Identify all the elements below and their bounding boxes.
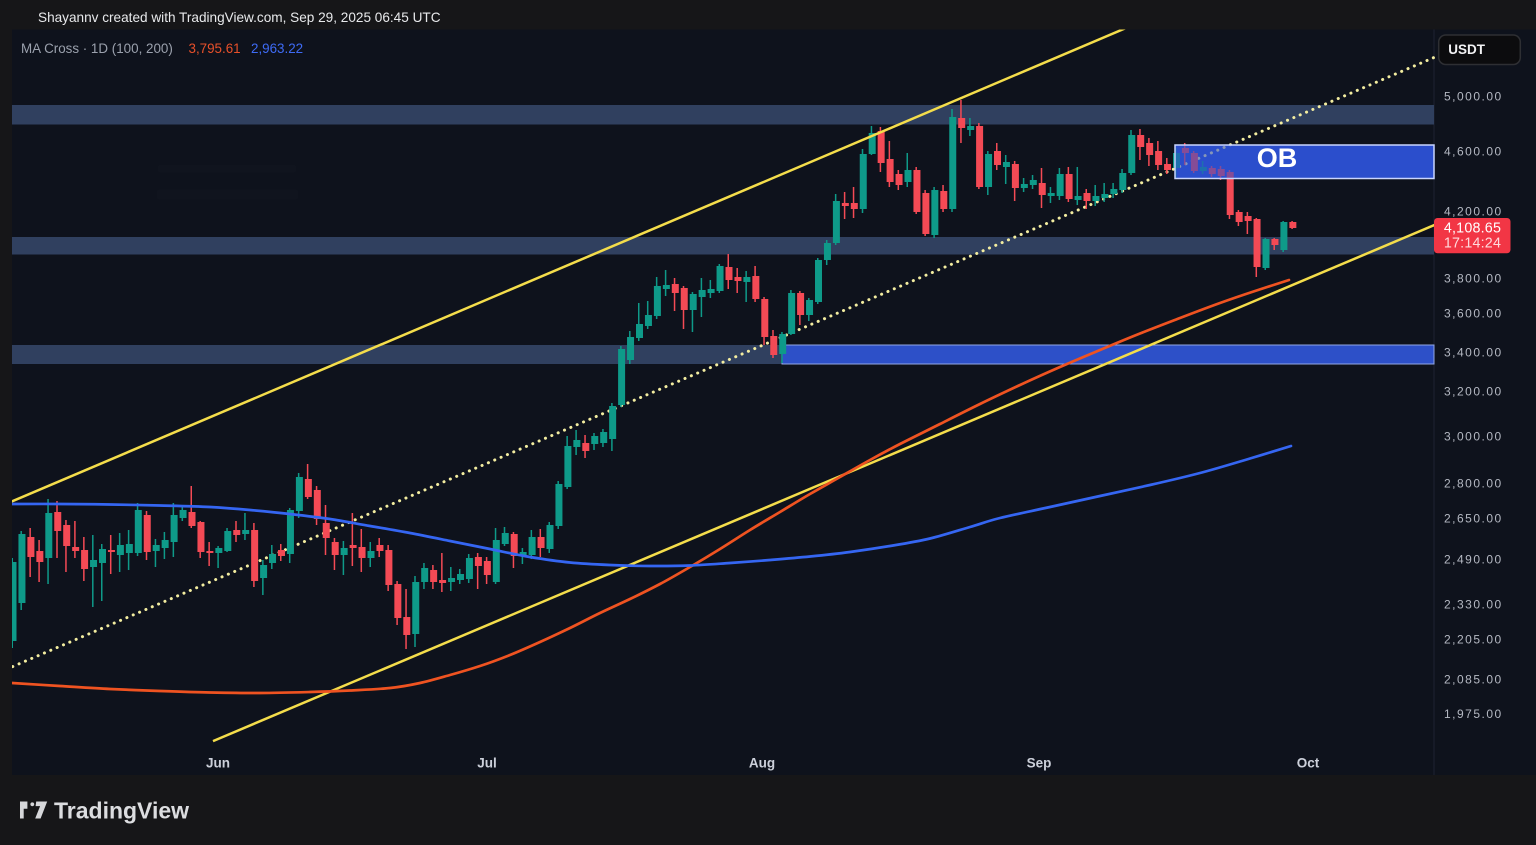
svg-text:MA Cross · 1D (100, 200): MA Cross · 1D (100, 200) [21,41,173,56]
svg-text:3,200.00: 3,200.00 [1444,384,1503,398]
svg-text:2,085.00: 2,085.00 [1444,672,1503,686]
svg-text:Sep: Sep [1027,756,1052,771]
svg-text:3,000.00: 3,000.00 [1444,429,1503,443]
svg-text:3,800.00: 3,800.00 [1444,271,1503,285]
svg-text:2,800.00: 2,800.00 [1444,476,1503,490]
svg-text:2,650.00: 2,650.00 [1444,511,1503,525]
svg-text:OB: OB [1257,143,1298,173]
svg-text:3,600.00: 3,600.00 [1444,306,1503,320]
svg-text:TradingView: TradingView [54,798,189,824]
svg-text:4,108.65: 4,108.65 [1444,221,1501,237]
svg-text:2,205.00: 2,205.00 [1444,632,1503,646]
svg-text:Jul: Jul [477,756,497,771]
svg-text:2,963.22: 2,963.22 [251,41,303,56]
svg-text:Aug: Aug [749,756,775,771]
svg-text:Oct: Oct [1297,756,1320,771]
svg-text:3,795.61: 3,795.61 [189,41,241,56]
svg-text:USDT: USDT [1448,42,1486,57]
svg-text:5,000.00: 5,000.00 [1444,89,1503,103]
svg-text:Jun: Jun [206,756,230,771]
svg-text:2,330.00: 2,330.00 [1444,597,1503,611]
svg-text:3,400.00: 3,400.00 [1444,345,1503,359]
svg-text:2,490.00: 2,490.00 [1444,552,1503,566]
svg-text:1,975.00: 1,975.00 [1444,707,1503,721]
svg-text:4,200.00: 4,200.00 [1444,204,1503,218]
svg-text:4,600.00: 4,600.00 [1444,144,1503,158]
svg-text:Shayannv created with TradingV: Shayannv created with TradingView.com, S… [38,10,441,25]
svg-text:17:14:24: 17:14:24 [1444,236,1501,252]
